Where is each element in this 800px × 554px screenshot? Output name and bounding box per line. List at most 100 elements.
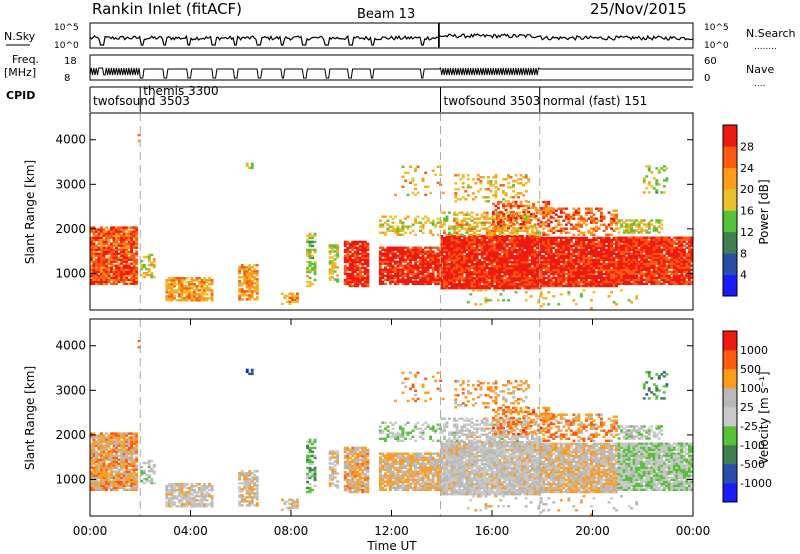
- power-cell: [559, 280, 563, 284]
- power-cell: [130, 270, 134, 273]
- power-cell: [445, 248, 449, 252]
- power-cell: [617, 270, 621, 273]
- power-cell: [448, 244, 451, 248]
- power-cell: [102, 262, 106, 265]
- power-cell: [503, 267, 507, 270]
- power-cell: [507, 226, 510, 230]
- power-cell: [530, 257, 534, 260]
- power-cell: [170, 283, 174, 286]
- power-cell: [460, 253, 464, 256]
- power-cell: [115, 254, 118, 257]
- power-cell: [378, 260, 382, 263]
- power-cell: [688, 240, 691, 243]
- power-cell: [439, 276, 443, 279]
- power-cell: [470, 285, 474, 288]
- power-cell: [642, 274, 646, 277]
- power-cell: [440, 250, 444, 254]
- power-cell: [480, 234, 484, 238]
- power-cell: [542, 278, 546, 282]
- freq-line: [89, 67, 692, 79]
- power-cell: [135, 234, 139, 237]
- power-cell: [386, 248, 390, 251]
- power-cell: [343, 278, 347, 282]
- power-cell: [579, 240, 583, 244]
- power-cell: [597, 280, 601, 284]
- power-cell: [351, 272, 355, 276]
- power-cell: [468, 233, 471, 236]
- power-cell: [107, 266, 111, 269]
- power-cell: [198, 277, 201, 280]
- power-cell: [455, 287, 459, 290]
- power-cell: [622, 231, 626, 234]
- power-cell: [445, 257, 449, 260]
- power-cell: [564, 244, 568, 248]
- power-cell: [647, 276, 651, 279]
- power-cell: [523, 250, 527, 254]
- power-cell: [245, 294, 249, 297]
- power-cell: [480, 248, 484, 252]
- power-cell: [115, 228, 118, 231]
- power-cell: [115, 256, 118, 259]
- power-cell: [495, 259, 499, 262]
- power-cell: [536, 229, 539, 232]
- power-cell: [582, 264, 586, 268]
- power-cell: [544, 262, 548, 266]
- power-cell: [122, 248, 126, 251]
- power-cell: [458, 238, 461, 242]
- power-cell: [685, 258, 689, 261]
- power-cell: [645, 246, 649, 249]
- power-cell: [579, 260, 583, 264]
- power-cell: [564, 264, 568, 268]
- power-cell: [460, 267, 464, 270]
- power-cell: [577, 250, 581, 254]
- power-cell: [637, 240, 641, 243]
- power-cell: [642, 248, 646, 251]
- power-cell: [351, 270, 355, 274]
- power-cell: [615, 282, 618, 286]
- power-cell: [205, 287, 209, 290]
- power-cell: [475, 240, 479, 244]
- power-cell: [500, 281, 504, 284]
- power-cell: [401, 274, 405, 277]
- power-cell: [610, 258, 613, 262]
- power-cell: [683, 282, 686, 285]
- power-cell: [243, 274, 247, 277]
- power-cell: [255, 264, 259, 267]
- power-cell: [465, 271, 469, 274]
- power-cell: [132, 274, 136, 277]
- power-cell: [165, 285, 169, 288]
- power-cell: [478, 265, 482, 268]
- power-cell: [92, 244, 96, 247]
- power-cell: [500, 259, 504, 262]
- power-cell: [240, 298, 244, 301]
- power-cell: [445, 275, 449, 278]
- power-cell: [579, 244, 583, 248]
- power-cell: [188, 285, 191, 288]
- power-cell: [549, 229, 553, 232]
- power-cell: [460, 263, 464, 266]
- power-cell: [475, 285, 479, 288]
- power-cell: [120, 268, 124, 271]
- power-cell: [421, 217, 425, 220]
- power-cell: [615, 213, 618, 216]
- power-cell: [510, 233, 514, 236]
- power-cell: [574, 278, 578, 282]
- power-cell: [572, 270, 576, 274]
- power-cell: [245, 164, 249, 168]
- power-cell: [391, 260, 395, 263]
- power-cell: [647, 225, 651, 228]
- power-cell: [107, 274, 111, 277]
- power-cell: [522, 208, 526, 212]
- power-cell: [296, 294, 299, 297]
- power-cell: [622, 229, 626, 232]
- power-cell: [567, 238, 571, 242]
- power-cell: [255, 290, 259, 293]
- power-cell: [473, 271, 477, 274]
- power-cell: [416, 270, 420, 273]
- power-cell: [483, 269, 487, 272]
- power-cell: [514, 212, 518, 216]
- power-cell: [485, 231, 489, 234]
- power-cell: [605, 225, 608, 228]
- power-cell: [416, 260, 420, 263]
- power-cell: [536, 287, 539, 290]
